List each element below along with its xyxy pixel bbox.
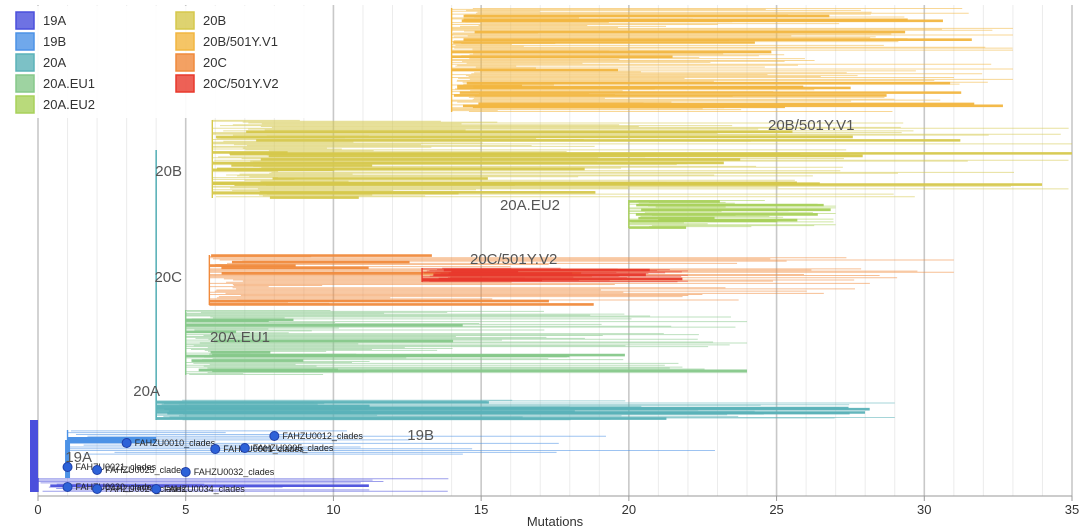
sample-label: FAHZU0005_clades bbox=[253, 443, 334, 453]
legend-swatch bbox=[175, 74, 195, 93]
legend: 19A 19B 20A 20A.EU1 20A.EU2 20B 20B/501Y.V1 20C… bbox=[10, 6, 310, 118]
clade-label: 20C/501Y.V2 bbox=[470, 251, 557, 268]
legend-label: 20B bbox=[203, 13, 226, 28]
sample-label: FAHZU0025_clades bbox=[105, 465, 186, 475]
legend-label: 20B/501Y.V1 bbox=[203, 34, 278, 49]
legend-background bbox=[10, 6, 310, 118]
clade-20b-501y-v1 bbox=[450, 7, 1013, 113]
legend-swatch bbox=[175, 32, 195, 51]
legend-swatch bbox=[175, 11, 195, 30]
sample-label: FAHZU0001_clades bbox=[223, 444, 304, 454]
x-tick-label: 15 bbox=[474, 502, 488, 517]
x-tick-label: 30 bbox=[917, 502, 931, 517]
clade-label: 20A bbox=[133, 383, 160, 400]
legend-label: 19A bbox=[43, 13, 66, 28]
x-tick-label: 10 bbox=[326, 502, 340, 517]
legend-label: 20C/501Y.V2 bbox=[203, 76, 279, 91]
x-tick-label: 20 bbox=[622, 502, 636, 517]
legend-swatch bbox=[15, 95, 35, 114]
tree-branches bbox=[30, 7, 1072, 492]
legend-swatch bbox=[15, 32, 35, 51]
clade-label: 20B bbox=[155, 163, 182, 180]
legend-swatch bbox=[15, 11, 35, 30]
x-tick-label: 0 bbox=[34, 502, 41, 517]
sample-label: FAHZU0021_clades bbox=[76, 462, 157, 472]
clade-20b bbox=[211, 119, 1072, 199]
sample-marker bbox=[269, 431, 280, 441]
x-tick-label: 5 bbox=[182, 502, 189, 517]
x-axis-title: Mutations bbox=[527, 514, 584, 529]
clade-label: 19A bbox=[65, 449, 92, 466]
sample-label: FAHZU0012_clades bbox=[282, 431, 363, 441]
sample-marker bbox=[62, 482, 73, 492]
legend-swatch bbox=[15, 74, 35, 93]
sample-marker bbox=[62, 462, 73, 472]
sample-marker bbox=[92, 465, 103, 475]
sample-marker bbox=[180, 467, 191, 477]
legend-label: 20A bbox=[43, 55, 66, 70]
legend-swatch bbox=[15, 53, 35, 72]
x-tick-label: 25 bbox=[769, 502, 783, 517]
sample-label: FAHZU0024_clades bbox=[105, 484, 186, 494]
clade-20a-eu1 bbox=[185, 309, 748, 376]
sample-marker bbox=[92, 484, 103, 494]
sample-label: FAHZU0034_clades bbox=[164, 484, 245, 494]
legend-label: 20A.EU2 bbox=[43, 97, 95, 112]
clade-label: 20A.EU2 bbox=[500, 197, 560, 214]
sample-marker bbox=[121, 438, 132, 448]
clade-20a-eu2 bbox=[628, 199, 836, 229]
clade-19a bbox=[37, 478, 449, 492]
sample-label: FAHZU0010_clades bbox=[135, 438, 216, 448]
clade-label: 20C bbox=[154, 269, 182, 286]
sample-label: FAHZU0032_clades bbox=[194, 467, 275, 477]
clade-20c-501y-v2 bbox=[421, 267, 688, 283]
legend-label: 20A.EU1 bbox=[43, 76, 95, 91]
sample-marker bbox=[239, 443, 250, 453]
legend-label: 19B bbox=[43, 34, 66, 49]
sample-label: FAHZU0030_clades bbox=[76, 482, 157, 492]
clade-label: 19B bbox=[407, 427, 434, 444]
clade-label: 20A.EU1 bbox=[210, 329, 270, 346]
sample-marker bbox=[210, 444, 221, 454]
legend-label: 20C bbox=[203, 55, 227, 70]
x-tick-label: 35 bbox=[1065, 502, 1079, 517]
clade-labels: 19A 19B 20A 20A.EU1 20C 20C/501Y.V2 20A.EU2 20B… bbox=[65, 117, 854, 466]
sample-markers: FAHZU0012_clades FAHZU0010_clades FAHZU000… bbox=[62, 431, 363, 494]
sample-marker bbox=[151, 484, 162, 494]
x-axis: 0 5 10 15 20 25 30 35 Mutations bbox=[34, 495, 1079, 529]
clade-20a bbox=[155, 399, 895, 421]
clade-19b bbox=[66, 430, 715, 455]
legend-swatch bbox=[175, 53, 195, 72]
clade-label: 20B/501Y.V1 bbox=[768, 117, 854, 134]
